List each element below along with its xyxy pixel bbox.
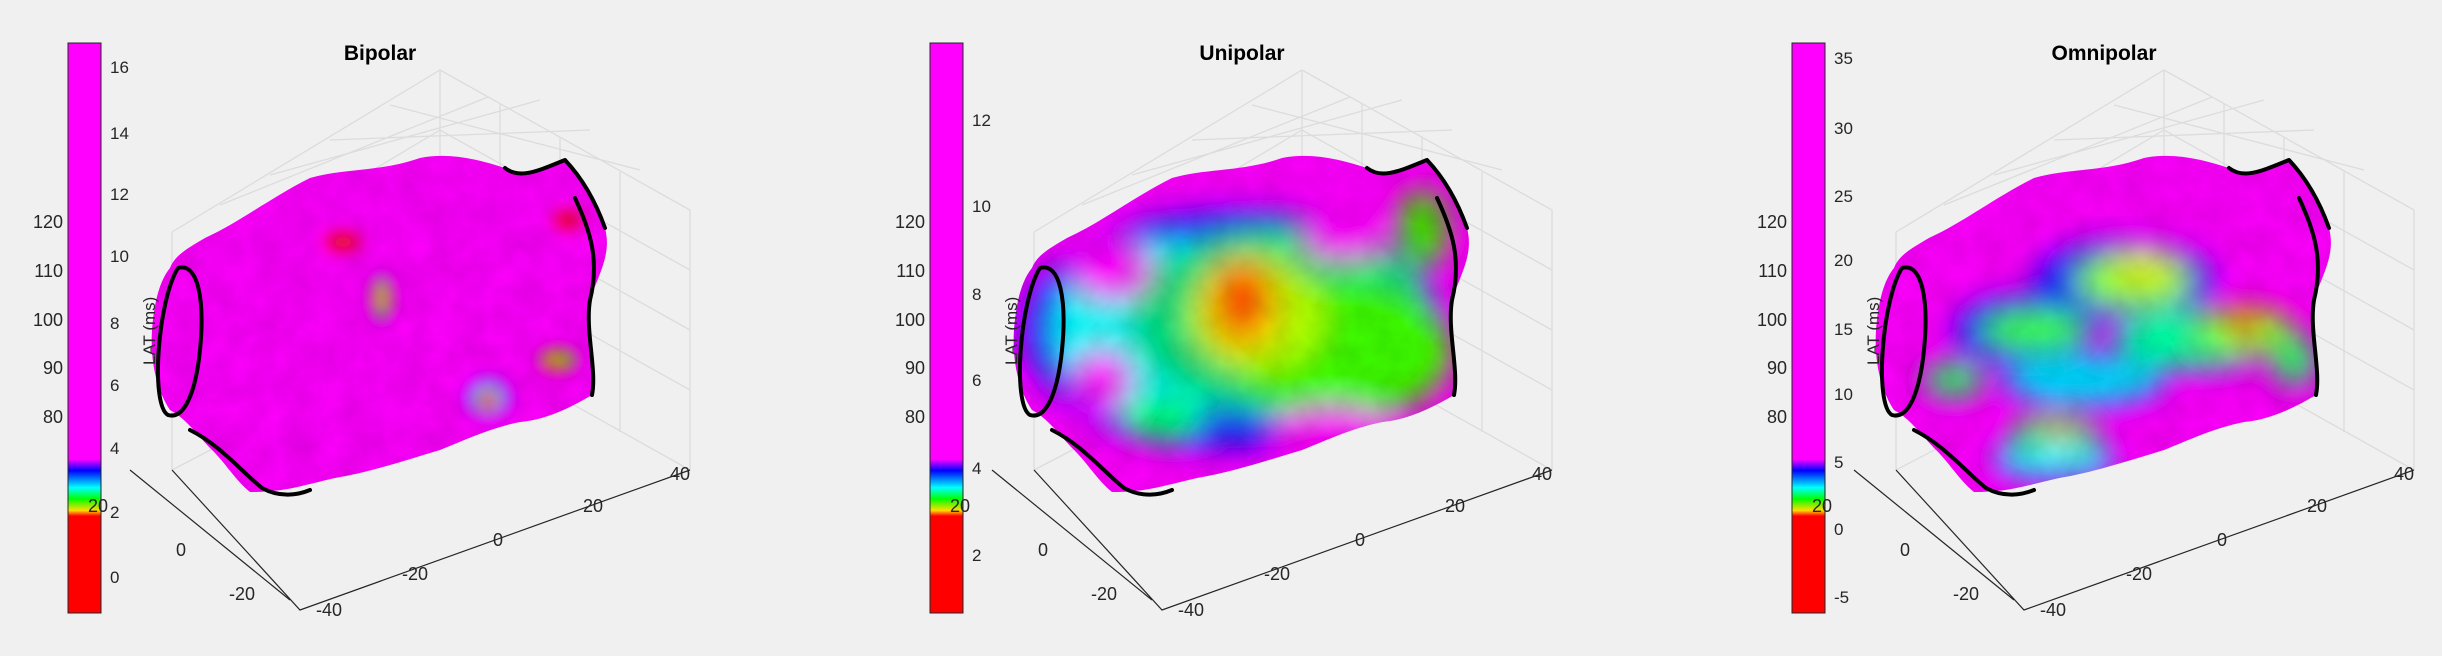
colorbar-tick: 35 bbox=[1834, 49, 1853, 68]
colorbar-tick: 10 bbox=[110, 247, 129, 266]
surface-unipolar bbox=[1013, 155, 1469, 492]
y-tick: -20 bbox=[1091, 584, 1117, 604]
panel-unipolar: Unipolar 12 10 8 6 4 2 120 110 100 90 80… bbox=[895, 42, 1553, 620]
colorbar-tick: 12 bbox=[972, 111, 991, 130]
y-tick: -20 bbox=[1953, 584, 1979, 604]
x-tick: 0 bbox=[1355, 530, 1365, 550]
y-tick: 20 bbox=[88, 496, 108, 516]
colorbar-tick: 10 bbox=[972, 197, 991, 216]
z-tick: 110 bbox=[1758, 261, 1787, 281]
z-tick: 120 bbox=[1757, 212, 1787, 232]
panel-title: Bipolar bbox=[344, 42, 416, 65]
z-tick: 110 bbox=[896, 261, 925, 281]
z-axis: 120 110 100 90 80 LAT (ms) bbox=[1757, 212, 1883, 427]
y-tick: 20 bbox=[1812, 496, 1832, 516]
x-tick: 40 bbox=[2394, 464, 2414, 484]
z-axis: 120 110 100 90 80 LAT (ms) bbox=[895, 212, 1021, 427]
colorbar-tick: 2 bbox=[110, 503, 119, 522]
y-tick: 20 bbox=[950, 496, 970, 516]
panel-bipolar: Bipolar 16 14 12 10 8 6 4 2 0 120 110 10… bbox=[33, 42, 691, 620]
surface-rims bbox=[155, 158, 607, 497]
z-axis: 120 110 100 90 80 LAT (ms) bbox=[33, 212, 159, 427]
colorbar-tick: 0 bbox=[1834, 520, 1843, 539]
y-tick: 0 bbox=[1038, 540, 1048, 560]
x-tick: 0 bbox=[2217, 530, 2227, 550]
y-tick: -20 bbox=[229, 584, 255, 604]
surface-bipolar bbox=[151, 155, 607, 492]
y-axis: 20 0 -20 bbox=[950, 496, 1117, 604]
x-axis: -40 -20 0 20 40 bbox=[1178, 464, 1552, 620]
colorbar: 12 10 8 6 4 2 bbox=[929, 42, 991, 614]
colorbar-tick: 6 bbox=[972, 371, 981, 390]
z-tick: 90 bbox=[43, 358, 63, 378]
colorbar-tick: 25 bbox=[1834, 187, 1853, 206]
y-axis: 20 0 -20 bbox=[1812, 496, 1979, 604]
x-axis: -40 -20 0 20 40 bbox=[316, 464, 690, 620]
z-axis-label: LAT (ms) bbox=[1864, 297, 1883, 365]
z-tick: 100 bbox=[1757, 310, 1787, 330]
colorbar: 16 14 12 10 8 6 4 2 0 bbox=[67, 42, 129, 614]
panel-title: Unipolar bbox=[1199, 42, 1284, 65]
x-tick: -40 bbox=[1178, 600, 1204, 620]
panel-omnipolar: Omnipolar 35 30 25 20 15 10 5 0 -5 120 1… bbox=[1757, 42, 2415, 620]
x-tick: -20 bbox=[1264, 564, 1290, 584]
z-tick: 90 bbox=[1767, 358, 1787, 378]
colorbar-tick: 12 bbox=[110, 185, 129, 204]
colorbar-tick: 2 bbox=[972, 546, 981, 565]
x-tick: 20 bbox=[2307, 496, 2327, 516]
z-axis-label: LAT (ms) bbox=[140, 297, 159, 365]
x-tick: 40 bbox=[670, 464, 690, 484]
y-tick: 0 bbox=[1900, 540, 1910, 560]
colorbar-tick: 15 bbox=[1834, 320, 1853, 339]
z-tick: 100 bbox=[895, 310, 925, 330]
x-tick: -40 bbox=[316, 600, 342, 620]
colorbar-tick: 5 bbox=[1834, 453, 1843, 472]
y-tick: 0 bbox=[176, 540, 186, 560]
colorbar-tick: 8 bbox=[110, 314, 119, 333]
z-tick: 120 bbox=[895, 212, 925, 232]
colorbar-tick: 8 bbox=[972, 285, 981, 304]
colorbar-tick: 0 bbox=[110, 568, 119, 587]
colorbar: 35 30 25 20 15 10 5 0 -5 bbox=[1791, 42, 1853, 614]
z-axis-label: LAT (ms) bbox=[1002, 297, 1021, 365]
z-tick: 80 bbox=[1767, 407, 1787, 427]
x-tick: 0 bbox=[493, 530, 503, 550]
x-tick: -20 bbox=[402, 564, 428, 584]
colorbar-tick: 30 bbox=[1834, 119, 1853, 138]
z-tick: 120 bbox=[33, 212, 63, 232]
colorbar-tick: 20 bbox=[1834, 251, 1853, 270]
colorbar-tick: 4 bbox=[110, 439, 119, 458]
panel-title: Omnipolar bbox=[2051, 42, 2156, 65]
x-tick: -40 bbox=[2040, 600, 2066, 620]
colorbar-tick: -5 bbox=[1834, 588, 1849, 607]
z-tick: 80 bbox=[905, 407, 925, 427]
colorbar-tick: 6 bbox=[110, 376, 119, 395]
colorbar-tick: 16 bbox=[110, 58, 129, 77]
x-tick: 20 bbox=[1445, 496, 1465, 516]
surface-rims bbox=[1017, 158, 1469, 497]
z-tick: 110 bbox=[34, 261, 63, 281]
x-tick: -20 bbox=[2126, 564, 2152, 584]
x-tick: 40 bbox=[1532, 464, 1552, 484]
colorbar-tick: 10 bbox=[1834, 385, 1853, 404]
colorbar-tick: 14 bbox=[110, 124, 129, 143]
x-axis: -40 -20 0 20 40 bbox=[2040, 464, 2414, 620]
surface-rims bbox=[1879, 158, 2331, 497]
colorbar-tick: 4 bbox=[972, 459, 981, 478]
x-tick: 20 bbox=[583, 496, 603, 516]
y-axis: 20 0 -20 bbox=[88, 496, 255, 604]
z-tick: 100 bbox=[33, 310, 63, 330]
z-tick: 80 bbox=[43, 407, 63, 427]
surface-omnipolar bbox=[1875, 155, 2331, 492]
z-tick: 90 bbox=[905, 358, 925, 378]
